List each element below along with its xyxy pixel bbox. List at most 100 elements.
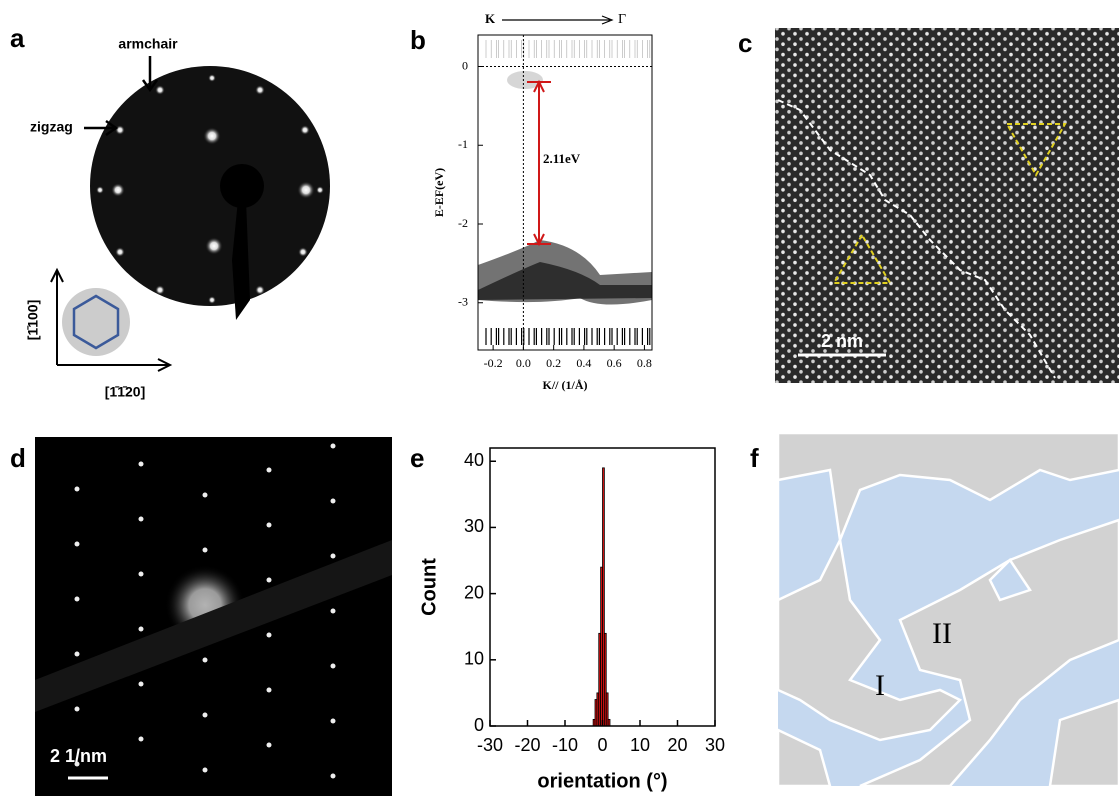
y-tick-label: 30 (464, 516, 484, 536)
x-tick-label: 0.0 (516, 356, 531, 370)
x-tick-label: 0 (597, 735, 607, 755)
spot (331, 609, 336, 614)
y-tick-label: -3 (458, 295, 468, 309)
y-tick-label: 10 (464, 649, 484, 669)
arrow (143, 56, 157, 90)
region-label: I (875, 669, 885, 702)
spot (155, 285, 165, 295)
spot (205, 237, 223, 255)
spot (203, 548, 208, 553)
y-axis-label: Count (418, 558, 440, 616)
panel-a: a armchair zigzag [1̄100] [1̄1̄20] (10, 23, 330, 400)
y-axis-label: E-EF(eV) (432, 168, 446, 217)
spot (115, 247, 125, 257)
direction-arrow (502, 16, 612, 24)
spot (331, 664, 336, 669)
y-tick-label: -2 (458, 216, 468, 230)
x-tick-label: -20 (514, 735, 540, 755)
scale-label: 2 1/nm (50, 746, 107, 766)
spot (75, 542, 80, 547)
x-axis-label: K// (1/Å) (543, 378, 588, 392)
panel-f: f I II (750, 433, 1119, 786)
spot (316, 186, 324, 194)
spot (298, 247, 308, 257)
spot (267, 633, 272, 638)
panel-b: b 2.11eV -0.2 0.0 0.2 0.4 0.6 0.8 0 -1 -2 -3 K// (1… (410, 11, 652, 392)
spot (75, 487, 80, 492)
panel-label: a (10, 23, 25, 53)
panel-label: d (10, 443, 26, 473)
panel-label: f (750, 443, 759, 473)
spot (300, 125, 310, 135)
spot (139, 737, 144, 742)
spot (203, 127, 221, 145)
spot (155, 85, 165, 95)
panel-d: d 2 1/nm (10, 437, 392, 796)
x-axis-label: orientation (°) (537, 770, 667, 792)
panel-c: c 2 nm (738, 28, 1119, 383)
x-tick-label: -30 (477, 735, 503, 755)
spot (115, 125, 125, 135)
spot (331, 444, 336, 449)
y-tick-label: 0 (474, 715, 484, 735)
panel-label: c (738, 28, 752, 58)
annotation: armchair (118, 36, 178, 52)
spot (139, 627, 144, 632)
x-tick-label: 0.8 (637, 356, 652, 370)
region-label: II (932, 617, 952, 650)
panel-label: b (410, 25, 426, 55)
spot (208, 74, 216, 82)
spot (111, 183, 125, 197)
spot (139, 462, 144, 467)
stem-image (775, 28, 1119, 383)
bar (608, 719, 610, 726)
panel-e: e -30 -20 -10 0 10 20 30 0 10 20 30 40 orientation (… (410, 443, 725, 792)
spot (208, 296, 216, 304)
x-tick-label: 0.4 (576, 356, 591, 370)
annotation: 2.11eV (543, 151, 581, 166)
spot (267, 523, 272, 528)
spot (75, 707, 80, 712)
y-tick-label: 40 (464, 450, 484, 470)
scale-label: 2 nm (821, 331, 863, 351)
inset-disk (62, 288, 130, 356)
spot (297, 181, 315, 199)
spot (331, 554, 336, 559)
spot (96, 186, 104, 194)
spot (267, 578, 272, 583)
spot (75, 652, 80, 657)
spot (139, 572, 144, 577)
figure: a armchair zigzag [1̄100] [1̄1̄20] b 2.1… (0, 0, 1119, 796)
direction-label: Γ (618, 12, 626, 27)
axis-label: [1̄1̄20] (105, 384, 145, 400)
spot (75, 597, 80, 602)
y-tick-label: -1 (458, 137, 468, 151)
x-tick-label: 10 (630, 735, 650, 755)
x-tick-label: 30 (705, 735, 725, 755)
spot (267, 688, 272, 693)
spot (255, 285, 265, 295)
spot (331, 499, 336, 504)
y-tick-label: 0 (462, 58, 468, 72)
spot (203, 768, 208, 773)
spot (267, 468, 272, 473)
spot (203, 493, 208, 498)
spot (267, 743, 272, 748)
y-tick-label: 20 (464, 582, 484, 602)
spot (139, 682, 144, 687)
x-tick-label: 0.6 (607, 356, 622, 370)
axis-label: [1̄100] (25, 300, 41, 340)
diffraction-disk (90, 66, 330, 306)
spot (255, 85, 265, 95)
spot (139, 517, 144, 522)
panel-label: e (410, 443, 424, 473)
direction-label: K (485, 11, 496, 26)
x-tick-label: 20 (667, 735, 687, 755)
x-tick-label: 0.2 (546, 356, 561, 370)
spot (331, 774, 336, 779)
annotation: zigzag (30, 119, 73, 135)
x-tick-label: -10 (552, 735, 578, 755)
spot (331, 719, 336, 724)
x-tick-label: -0.2 (484, 356, 503, 370)
spot (203, 713, 208, 718)
